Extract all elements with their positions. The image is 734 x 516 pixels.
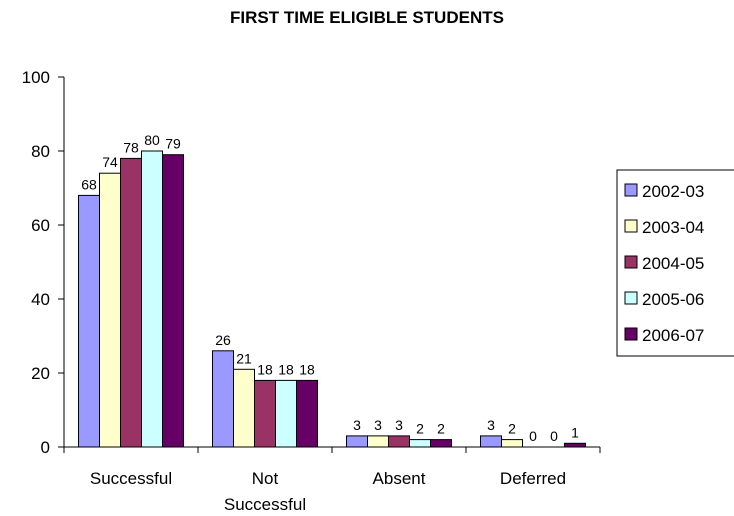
bar-2002-03: [78, 194, 100, 448]
data-label: 3: [353, 417, 361, 433]
legend-label: 2005-06: [642, 290, 704, 309]
bar-2002-03: [346, 435, 368, 448]
data-label: 18: [278, 361, 294, 377]
bar-2004-05: [120, 157, 142, 448]
data-label: 1: [571, 424, 579, 440]
legend-swatch: [624, 183, 638, 197]
data-label: 0: [550, 428, 558, 444]
bar-2002-03: [212, 350, 234, 448]
legend-swatch: [624, 255, 638, 269]
bar-2004-05: [254, 379, 276, 448]
y-tick-label: 20: [31, 364, 50, 383]
y-tick-label: 100: [22, 68, 50, 87]
data-label: 80: [144, 132, 160, 148]
bar-2005-06: [141, 150, 163, 448]
bar-2006-07: [564, 442, 586, 448]
legend-swatch: [624, 327, 638, 341]
legend-label: 2003-04: [642, 218, 704, 237]
bar-2002-03: [480, 435, 502, 448]
y-tick-label: 40: [31, 290, 50, 309]
y-tick-label: 60: [31, 216, 50, 235]
data-label: 3: [374, 417, 382, 433]
x-category-label: Absent: [373, 469, 426, 488]
data-label: 3: [395, 417, 403, 433]
data-label: 21: [236, 350, 252, 366]
bar-2003-04: [99, 172, 121, 448]
data-label: 79: [165, 136, 181, 152]
bar-2004-05: [388, 435, 410, 448]
data-label: 0: [529, 428, 537, 444]
bar-2003-04: [501, 439, 523, 448]
bar-2006-07: [162, 154, 184, 448]
data-label: 18: [257, 361, 273, 377]
bar-2003-04: [233, 368, 255, 448]
data-label: 74: [102, 154, 118, 170]
data-label: 18: [299, 361, 315, 377]
legend-swatch: [624, 219, 638, 233]
bar-2006-07: [296, 379, 318, 448]
data-label: 68: [81, 176, 97, 192]
bars: [78, 150, 586, 448]
bar-2005-06: [275, 379, 297, 448]
legend-label: 2004-05: [642, 254, 704, 273]
data-label: 2: [508, 421, 516, 437]
x-category-label: Deferred: [500, 469, 566, 488]
bar-2005-06: [409, 439, 431, 448]
legend-swatch: [624, 291, 638, 305]
data-label: 78: [123, 139, 139, 155]
x-category-label: Not Successful: [224, 469, 306, 514]
bar-2003-04: [367, 435, 389, 448]
data-label: 2: [416, 421, 424, 437]
y-tick-label: 80: [31, 142, 50, 161]
y-tick-label: 0: [41, 438, 50, 457]
legend: 2002-03 2003-04 2004-05 2005-06 2006-07: [616, 169, 734, 357]
data-label: 2: [437, 421, 445, 437]
x-category-label: Successful: [90, 469, 172, 488]
data-label: 26: [215, 332, 231, 348]
data-label: 3: [487, 417, 495, 433]
bar-2006-07: [430, 439, 452, 448]
legend-label: 2006-07: [642, 326, 704, 345]
legend-label: 2002-03: [642, 182, 704, 201]
chart-title: FIRST TIME ELIGIBLE STUDENTS: [230, 8, 504, 27]
